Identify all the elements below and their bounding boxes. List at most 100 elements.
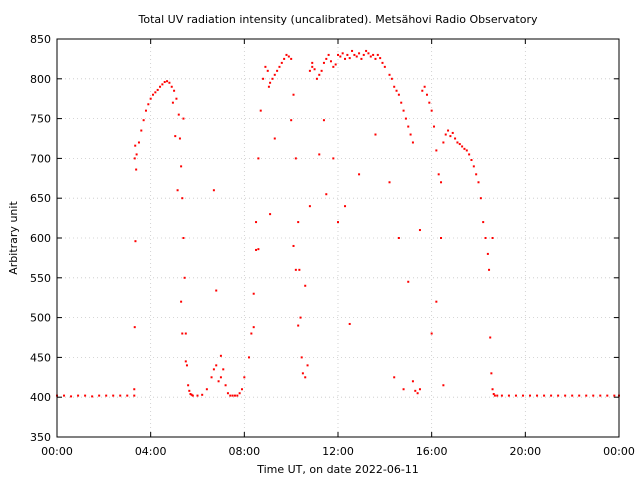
- x-tick-label: 16:00: [416, 445, 448, 458]
- data-point: [255, 221, 258, 224]
- data-point: [180, 300, 183, 303]
- data-point: [187, 384, 190, 387]
- data-point: [215, 289, 218, 292]
- data-point: [421, 89, 424, 92]
- y-axis-title: Arbitrary unit: [7, 201, 20, 275]
- data-point: [529, 394, 532, 397]
- data-point: [181, 197, 184, 200]
- data-point: [183, 276, 186, 279]
- data-point: [451, 131, 454, 134]
- data-point: [358, 52, 361, 55]
- data-point: [196, 394, 199, 397]
- data-point: [273, 137, 276, 140]
- data-point: [222, 368, 225, 371]
- data-point: [144, 109, 147, 112]
- data-point: [135, 153, 138, 156]
- data-point: [226, 392, 229, 395]
- data-point: [276, 69, 279, 72]
- data-point: [98, 394, 101, 397]
- data-point: [390, 77, 393, 80]
- data-point: [409, 133, 412, 136]
- data-point: [264, 65, 267, 68]
- data-point: [585, 394, 588, 397]
- data-point: [491, 237, 494, 239]
- data-point: [329, 60, 332, 63]
- data-point: [564, 394, 567, 397]
- data-point: [91, 395, 94, 398]
- data-point: [306, 364, 309, 367]
- data-point: [514, 394, 517, 397]
- data-point: [210, 376, 213, 379]
- data-point: [507, 394, 510, 397]
- data-point: [255, 248, 258, 251]
- data-point: [161, 83, 164, 86]
- data-point: [423, 85, 426, 88]
- data-point: [133, 388, 136, 391]
- data-point: [489, 336, 492, 339]
- data-point: [257, 157, 260, 160]
- data-point: [250, 332, 253, 335]
- data-point: [472, 165, 475, 168]
- data-point: [126, 394, 129, 397]
- data-point: [318, 153, 321, 156]
- data-point: [252, 326, 255, 329]
- data-point: [418, 388, 421, 391]
- data-point: [217, 380, 220, 383]
- data-point: [418, 229, 421, 232]
- data-point: [283, 57, 286, 60]
- data-point: [500, 394, 503, 397]
- data-point: [393, 376, 396, 379]
- data-point: [304, 376, 307, 379]
- data-point: [308, 205, 311, 208]
- data-point: [496, 394, 499, 397]
- data-point: [355, 55, 358, 58]
- data-point: [400, 101, 403, 104]
- data-point: [461, 145, 464, 148]
- data-point: [332, 157, 335, 160]
- data-point: [435, 149, 438, 152]
- data-point: [287, 55, 290, 58]
- data-point: [285, 53, 288, 56]
- data-point: [171, 101, 174, 104]
- data-point: [212, 368, 215, 371]
- data-point: [493, 394, 496, 397]
- data-point: [491, 388, 494, 391]
- data-point: [470, 158, 473, 161]
- data-point: [229, 394, 232, 397]
- data-point: [290, 119, 293, 122]
- data-point: [154, 91, 157, 94]
- data-point: [479, 197, 482, 200]
- data-point: [393, 85, 396, 88]
- data-point: [379, 57, 382, 60]
- data-point: [442, 384, 445, 387]
- x-tick-label: 04:00: [135, 445, 167, 458]
- data-point: [374, 57, 377, 60]
- data-point: [475, 173, 478, 176]
- y-tick-label: 800: [30, 73, 51, 86]
- data-point: [238, 392, 241, 395]
- data-point: [311, 61, 314, 64]
- data-point: [486, 252, 489, 255]
- data-point: [77, 394, 80, 397]
- data-point: [447, 129, 450, 132]
- data-point: [395, 89, 398, 92]
- x-tick-label: 08:00: [228, 445, 260, 458]
- data-point: [219, 354, 222, 357]
- data-point: [175, 97, 178, 100]
- data-point: [477, 181, 480, 184]
- data-point: [388, 181, 391, 184]
- data-point: [337, 53, 339, 56]
- data-point: [190, 393, 193, 396]
- data-point: [402, 388, 405, 391]
- data-point: [313, 68, 316, 71]
- data-point: [458, 143, 461, 146]
- data-point: [315, 77, 318, 80]
- data-point: [280, 61, 283, 64]
- data-point: [259, 109, 262, 112]
- data-point: [273, 73, 276, 76]
- data-point: [174, 135, 177, 138]
- data-point: [435, 300, 438, 303]
- data-point: [339, 55, 342, 58]
- data-point: [578, 394, 581, 397]
